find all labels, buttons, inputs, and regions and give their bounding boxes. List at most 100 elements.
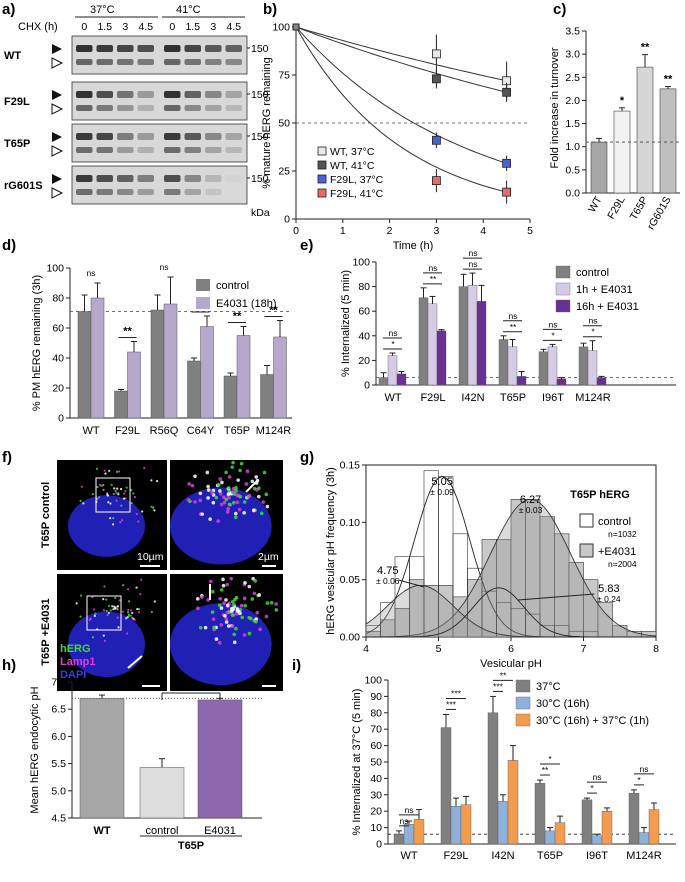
panel-e-significance: ns: [469, 248, 478, 258]
vesicle-puncta: [155, 479, 159, 483]
panel-c-y-tick-label: 2.5: [565, 72, 580, 84]
panel-c-category-label: F29L: [605, 194, 627, 221]
dapi-nucleus: [68, 495, 145, 557]
vesicle-puncta: [235, 493, 240, 498]
mature-band: [117, 133, 134, 140]
immature-band: [164, 105, 181, 111]
mature-band: [117, 175, 134, 182]
panel-g-legend-label: control: [598, 516, 631, 528]
panel-g-x-tick-label: 4: [363, 643, 369, 655]
panel-d-bar: [90, 297, 105, 419]
vesicle-puncta: [231, 460, 235, 465]
panel-i-bar: [450, 806, 462, 845]
mature-band: [225, 45, 242, 52]
vesicle-puncta: [230, 465, 235, 469]
panel-g-y-tick-label: 0.10: [340, 517, 361, 529]
vesicle-puncta: [193, 500, 197, 504]
vesicle-puncta: [264, 492, 269, 497]
panel-d-category-label: WT: [82, 425, 99, 437]
panel-h-y-label: Mean hERG endocytic pH: [29, 686, 41, 813]
vesicle-puncta: [247, 494, 252, 498]
arrow-indicator: [127, 655, 143, 669]
vesicle-puncta: [226, 507, 230, 511]
panel-b-legend-label: F29L, 37°C: [330, 174, 384, 186]
panel-i-y-tick-label: 40: [370, 773, 382, 785]
panel-b-x-tick-label: 0: [293, 225, 299, 237]
panel-d-category-label: F29L: [115, 425, 140, 437]
panel-h-category-label: control: [145, 825, 178, 837]
panel-b-data-point: [431, 135, 441, 145]
vesicle-puncta: [116, 487, 119, 490]
vesicle-puncta: [121, 519, 124, 522]
panel-i-bar: [393, 833, 405, 845]
zoom-region-box: [86, 595, 122, 631]
mature-band: [137, 45, 154, 52]
vesicle-puncta: [152, 506, 155, 509]
vesicle-puncta: [223, 614, 227, 618]
vesicle-puncta: [245, 469, 250, 473]
blot-row-label: T65P: [4, 138, 30, 150]
vesicle-puncta: [107, 501, 110, 504]
mature-band: [117, 91, 134, 98]
panel-d-bar: [187, 360, 201, 419]
vesicle-puncta: [242, 500, 247, 504]
vesicle-puncta: [137, 611, 141, 614]
panel-d-category-label: M124R: [256, 425, 292, 437]
mature-band: [137, 133, 154, 140]
timepoint-label: 4.5: [226, 21, 241, 33]
immature-band: [76, 105, 93, 111]
timepoint-label: 3: [122, 21, 128, 33]
panel-i-bar: [403, 824, 415, 845]
vesicle-puncta: [126, 632, 129, 635]
vesicle-puncta: [224, 497, 229, 502]
immature-band-arrow: [51, 103, 64, 115]
mature-band: [76, 91, 93, 98]
vesicle-puncta: [265, 601, 270, 605]
chx-label: CHX (h): [18, 21, 58, 33]
vesicle-puncta: [208, 517, 212, 521]
vesicle-puncta: [222, 495, 226, 499]
vesicle-puncta: [234, 626, 238, 631]
panel-i-y-tick-label: 90: [370, 691, 382, 703]
mw-marker: 150: [251, 131, 269, 143]
vesicle-puncta: [120, 504, 123, 507]
panel-d-bar: [127, 351, 141, 419]
panel-i-y-tick-label: 0: [376, 839, 382, 851]
panel-e-significance: ns: [389, 328, 398, 338]
vesicle-puncta: [250, 597, 255, 601]
panel-i-category-label: WT: [400, 850, 417, 862]
vesicle-puncta: [220, 480, 224, 485]
vesicle-puncta: [95, 467, 99, 470]
vesicle-puncta: [141, 510, 144, 513]
panel-g-x-label: Vesicular pH: [480, 658, 542, 670]
panel-c-bar: [659, 88, 677, 194]
vesicle-puncta: [96, 498, 99, 501]
vesicle-puncta: [102, 488, 105, 491]
panel-g-title: T65P hERG: [570, 489, 630, 501]
blot-strip: [71, 165, 248, 205]
vesicle-puncta: [97, 496, 101, 499]
panel-e-bar: [418, 297, 429, 386]
panel-h-y-tick-label: 7.0: [51, 677, 66, 689]
vesicle-puncta: [117, 492, 120, 495]
vesicle-puncta: [240, 615, 245, 620]
panel-i-legend-label: 30°C (16h): [536, 698, 589, 710]
immature-band: [184, 59, 201, 65]
stain-legend-label: Lamp1: [60, 656, 95, 668]
vesicle-puncta: [226, 492, 231, 496]
panel-label-h: h): [2, 657, 16, 674]
panel-d-significance: **: [233, 311, 242, 323]
vesicle-puncta: [252, 486, 257, 491]
panel-d-bar: [273, 336, 287, 419]
vesicle-puncta: [200, 512, 204, 516]
panel-e-y-label: % Internalized (5 min): [340, 270, 352, 377]
panel-b-legend-label: F29L, 41°C: [330, 188, 384, 200]
vesicle-puncta: [124, 490, 127, 493]
panel-h-y-tick-label: 4.5: [51, 813, 66, 825]
panel-i-y-tick-label: 100: [364, 675, 382, 687]
vesicle-puncta: [198, 625, 203, 630]
immature-band: [76, 147, 93, 153]
vesicle-puncta: [107, 611, 110, 615]
vesicle-puncta: [243, 580, 247, 585]
panel-c-bar: [613, 110, 631, 194]
